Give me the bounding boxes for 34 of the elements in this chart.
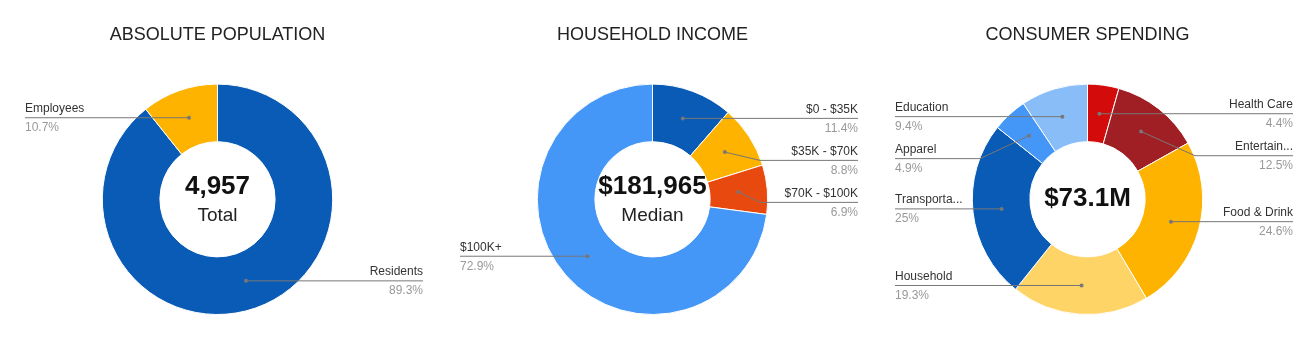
data-label: 6.9% [830,204,859,219]
text: 4,957 [184,170,251,201]
data-label: 12.5% [1258,158,1294,173]
slice-label: $0 - $35K [805,101,858,116]
data-label: 4.4% [1265,116,1294,131]
slice-label: $35K - $70K [791,143,858,158]
data-label: 25% [895,211,920,226]
data-label: 11.4% [824,120,859,135]
slice-label: Household [895,268,953,283]
slice-label: Residents [369,264,423,279]
text: Median [621,203,684,225]
chart-title: ABSOLUTE POPULATION [109,23,326,44]
slice-label: Education [895,99,949,114]
data-label: 4.9% [895,160,923,175]
data-label: 9.4% [895,118,923,133]
slice-label: Food & Drink [1222,205,1294,219]
text: $181,965 [598,170,707,201]
text: Total [197,203,238,225]
chart-title: HOUSEHOLD INCOME [556,23,749,44]
slice-label: Apparel [895,141,937,156]
data-label: 72.9% [460,258,495,273]
chart-title: CONSUMER SPENDING [985,23,1190,44]
data-label: 10.7% [25,120,60,135]
slice-label: Health Care [1228,97,1294,112]
slice-label: Transporta... [895,192,963,207]
data-label: 8.8% [830,162,859,177]
data-label: 24.6% [1258,224,1294,238]
slice-label: $70K - $100K [784,185,858,200]
data-label: 89.3% [388,283,424,298]
slice-label: $100K+ [460,239,502,254]
data-label: 19.3% [895,287,930,302]
slice-label: Entertain... [1234,139,1293,154]
slice-label: Employees [25,101,85,116]
text: $73.1M [1044,182,1131,213]
